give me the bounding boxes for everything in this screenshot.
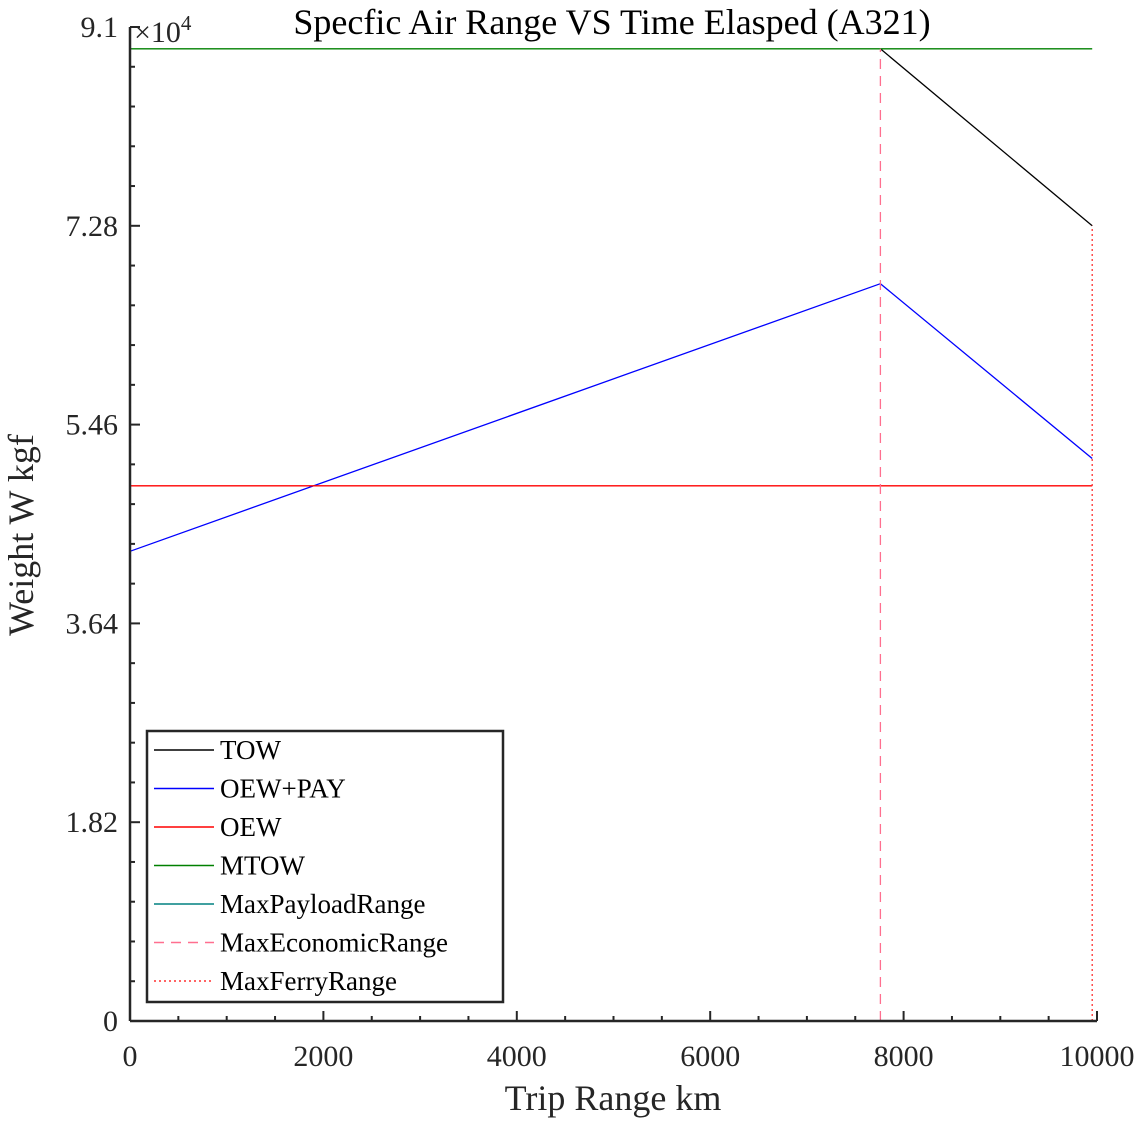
- ticks-layer: 0 2000 4000 6000 8000 10000 0 1.82 3.64 5.46 7.28 9…: [66, 11, 1135, 1073]
- x-tick-label: 10000: [1060, 1040, 1135, 1073]
- legend-label: MTOW: [220, 851, 306, 881]
- y-exponent-label: ×104: [134, 11, 192, 49]
- series-line-tow: [879, 48, 1093, 227]
- legend: TOW OEW+PAY OEW MTOW MaxPayloadRange MaxEcono…: [145, 729, 505, 1004]
- y-tick-label: 1.82: [66, 806, 119, 839]
- y-axis-label: Weight W kgf: [1, 434, 41, 636]
- y-tick-label: 0: [103, 1005, 118, 1038]
- chart-title: Specfic Air Range VS Time Elasped (A321): [293, 2, 930, 42]
- x-axis-label: Trip Range km: [505, 1078, 722, 1118]
- x-tick-label: 8000: [874, 1040, 934, 1073]
- y-exponent-power: 4: [181, 11, 192, 35]
- x-tick-label: 6000: [680, 1040, 740, 1073]
- series-layer: [129, 48, 1093, 1021]
- legend-label: OEW: [220, 812, 282, 842]
- y-tick-label: 9.1: [81, 11, 119, 44]
- legend-box: [145, 729, 505, 1004]
- legend-items: TOW OEW+PAY OEW MTOW MaxPayloadRange MaxEcono…: [154, 735, 448, 996]
- legend-label: MaxPayloadRange: [220, 889, 425, 919]
- series-line-oew-pay: [129, 282, 1093, 552]
- legend-label: MaxEconomicRange: [220, 928, 448, 958]
- legend-label: TOW: [220, 735, 282, 765]
- legend-label: OEW+PAY: [220, 774, 346, 804]
- x-tick-label: 0: [123, 1040, 138, 1073]
- y-tick-label: 7.28: [66, 210, 119, 243]
- x-tick-label: 2000: [293, 1040, 353, 1073]
- labels-layer: Specfic Air Range VS Time Elasped (A321)…: [1, 2, 931, 1118]
- x-tick-label: 4000: [487, 1040, 547, 1073]
- legend-label: MaxFerryRange: [220, 966, 397, 996]
- y-tick-label: 3.64: [66, 607, 119, 640]
- y-tick-label: 5.46: [66, 409, 119, 442]
